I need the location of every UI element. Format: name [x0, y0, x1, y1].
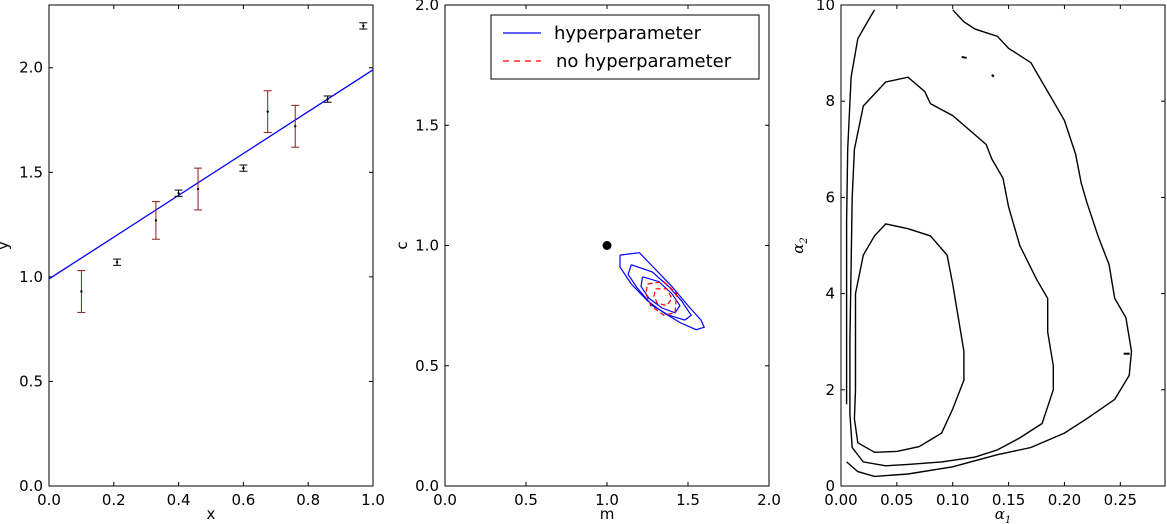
data-point — [196, 187, 200, 191]
contour-hyperparameter — [619, 252, 706, 331]
y-tick-label: 2.0 — [19, 59, 43, 77]
x-tick-label: 1.0 — [361, 491, 385, 509]
contour-no-hyperparameter — [645, 280, 678, 316]
x-tick-label: 2.0 — [757, 491, 781, 509]
y-tick-label: 0 — [825, 477, 835, 495]
y-tick-label: 0.0 — [415, 477, 439, 495]
contour-line — [849, 76, 1054, 467]
panel-alpha-contours: 0.00 0.05 0.10 0.15 0.20 0.25 0 2 4 6 8 10 α1 α2 — [789, 0, 1166, 524]
y-tick-label: 0.5 — [415, 357, 439, 375]
x-tick-label: 0.0 — [37, 491, 61, 509]
data-point — [80, 290, 83, 293]
contour-line — [853, 223, 965, 454]
data-point — [115, 261, 119, 264]
x-tick-label: 0.00 — [824, 491, 857, 509]
x-tick-label: 1.5 — [676, 491, 700, 509]
data-point — [362, 24, 365, 28]
axes-frame — [840, 4, 1166, 487]
data-point — [154, 219, 158, 222]
data-point — [266, 110, 269, 113]
y-tick-label: 1.0 — [19, 268, 43, 286]
y-tick-label: 1.0 — [415, 237, 439, 255]
y-tick-label: 1.5 — [415, 116, 439, 134]
x-axis-label: α1 — [995, 505, 1012, 524]
contour-hyperparameter — [627, 264, 693, 321]
axes-frame — [48, 4, 374, 487]
legend-label: no hyperparameter — [556, 51, 732, 72]
contour-line — [846, 9, 1133, 478]
y-tick-label: 10 — [816, 0, 835, 14]
x-tick-label: 1.0 — [595, 491, 619, 509]
contour-line — [845, 9, 876, 405]
y-tick-label: 0.5 — [19, 372, 43, 390]
x-tick-label: 0.0 — [433, 491, 457, 509]
y-tick-label: 6 — [825, 188, 835, 206]
y-axis-label: y — [0, 241, 12, 250]
y-tick-label: 2.0 — [415, 0, 439, 14]
y-axis-label: c — [393, 241, 411, 249]
panel-data-fit: 0.0 0.2 0.4 0.6 0.8 1.0 0.0 0.5 1.0 1.5 2.0 x y — [0, 4, 385, 523]
legend-label: hyperparameter — [554, 23, 702, 44]
contour-speck — [991, 74, 995, 78]
x-tick-label: 0.20 — [1048, 491, 1081, 509]
x-tick-label: 0.10 — [936, 491, 969, 509]
x-axis-label: m — [600, 505, 615, 523]
legend-box — [490, 14, 760, 80]
x-tick-label: 0.25 — [1104, 491, 1137, 509]
y-tick-label: 0.0 — [19, 477, 43, 495]
y-axis-label: α2 — [789, 237, 810, 254]
x-tick-label: 0.15 — [992, 491, 1025, 509]
data-point — [242, 166, 245, 170]
x-tick-label: 0.8 — [296, 491, 320, 509]
x-axis-label: x — [207, 505, 216, 523]
y-tick-label: 8 — [825, 92, 835, 110]
contour-speck — [961, 55, 967, 59]
data-point — [294, 125, 297, 128]
x-tick-label: 0.6 — [231, 491, 255, 509]
true-value-marker — [602, 241, 612, 250]
x-tick-label: 0.05 — [880, 491, 913, 509]
y-tick-label: 4 — [825, 285, 835, 303]
panel-m-c-posterior: 0.0 0.5 1.0 1.5 2.0 0.0 0.5 1.0 1.5 2.0 hyperparam… — [393, 0, 781, 523]
data-point — [177, 192, 180, 195]
fit-line — [49, 69, 373, 280]
x-tick-label: 0.5 — [514, 491, 538, 509]
x-tick-label: 0.2 — [102, 491, 126, 509]
contour-no-hyperparameter — [653, 288, 673, 307]
y-tick-label: 1.5 — [19, 163, 43, 181]
y-tick-label: 2 — [825, 381, 835, 399]
data-point — [326, 97, 329, 101]
x-tick-label: 0.4 — [167, 491, 191, 509]
contour-hyperparameter — [640, 276, 681, 314]
